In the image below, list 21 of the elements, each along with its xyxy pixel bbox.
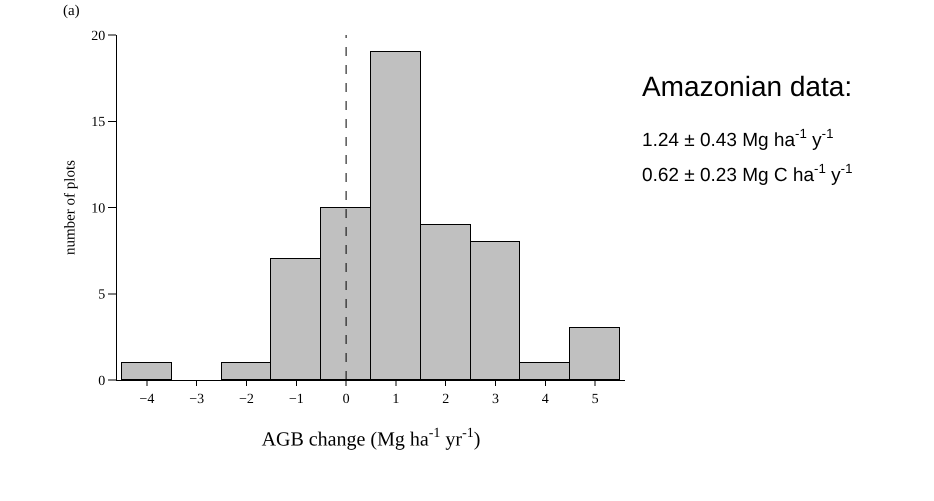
y-tick-label: 15	[91, 115, 106, 130]
text: 0.62 ± 0.23 Mg C ha$^{-1}$ y$^{-1}$	[642, 161, 852, 186]
y-axis-title: number of plots	[62, 160, 78, 255]
x-tick-label: 1	[392, 392, 400, 407]
x-tick-label: 4	[542, 392, 549, 407]
y-tick-label: 0	[98, 374, 106, 389]
x-tick-label: 0	[342, 392, 350, 407]
x-tick-label: −1	[288, 392, 304, 407]
y-tick-label: 20	[91, 28, 106, 44]
x-tick-label: 2	[442, 392, 450, 407]
x-tick-label: 3	[492, 392, 500, 407]
x-axis-title: AGB change (Mg ha$^{-1}$ yr$^{-1}$)	[262, 426, 480, 450]
x-tick-label: −2	[239, 392, 254, 407]
text: 1.24 ± 0.43 Mg ha$^{-1}$ y$^{-1}$	[642, 126, 834, 151]
x-tick-label: 5	[592, 392, 599, 407]
y-tick-label: 5	[98, 288, 106, 303]
text: (a)	[63, 3, 80, 19]
text: Amazonian data:	[642, 71, 852, 102]
x-tick-label: −4	[139, 392, 154, 407]
x-tick-label: −3	[189, 392, 204, 407]
y-tick-label: 10	[91, 201, 106, 216]
